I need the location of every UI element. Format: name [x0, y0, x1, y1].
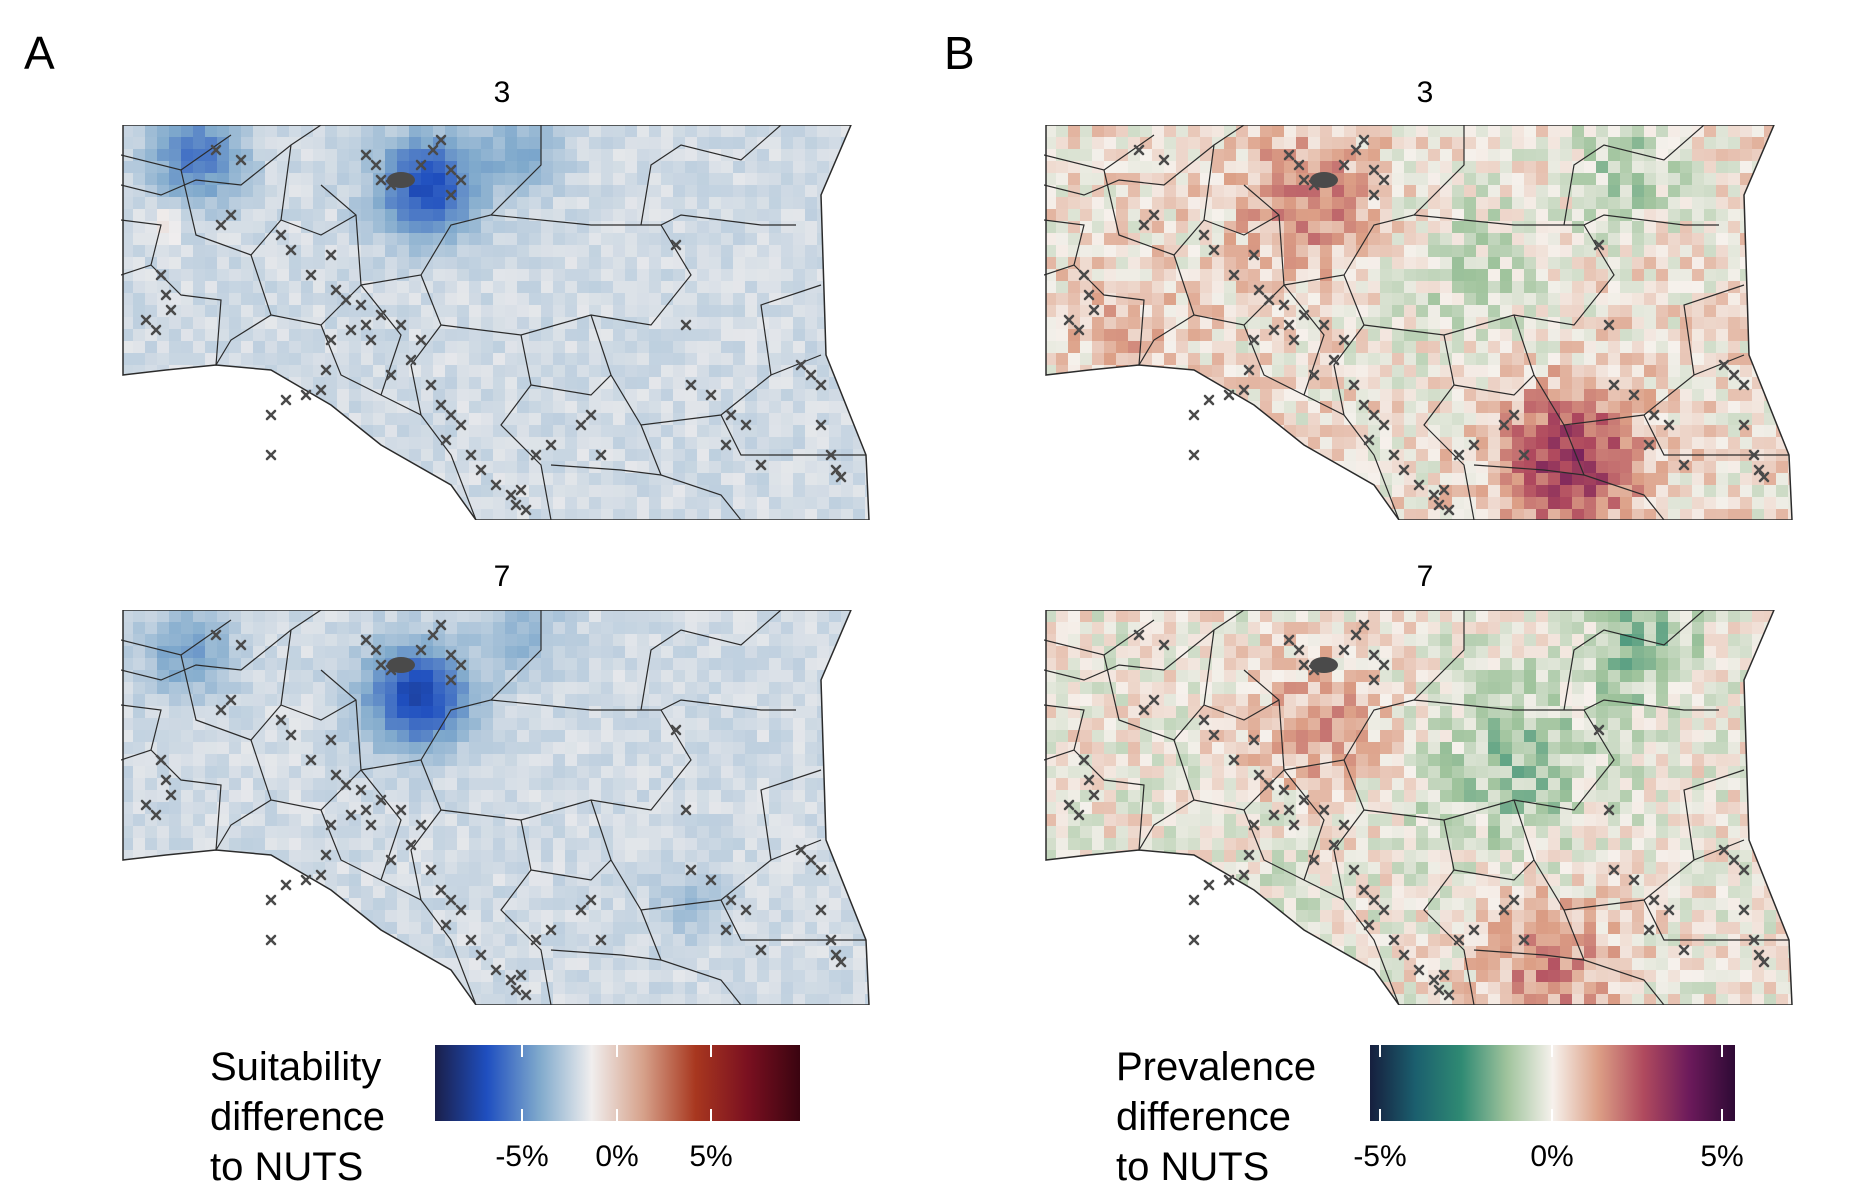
- legend-a-tick-neg: -5%: [495, 1140, 549, 1173]
- map-title-a-top: 3: [493, 76, 511, 109]
- legend-a-tick-zero: 0%: [595, 1140, 639, 1173]
- map-title-b-bottom: 7: [1416, 560, 1434, 593]
- map-title-a-bottom: 7: [493, 560, 511, 593]
- map-title-b-top: 3: [1416, 76, 1434, 109]
- panel-letter-b: B: [944, 27, 975, 79]
- prevalence-map-b-top: [1044, 125, 1793, 520]
- legend-a-colorbar: [435, 1045, 800, 1121]
- legend-a-tick-pos: 5%: [689, 1140, 733, 1173]
- prevalence-map-b-bottom: [1044, 610, 1793, 1005]
- legend-b-tick-neg: -5%: [1353, 1140, 1407, 1173]
- suitability-map-a-top: [121, 125, 870, 520]
- suitability-map-a-bottom: [121, 610, 870, 1005]
- legend-a-title: Suitability difference to NUTS: [210, 1045, 385, 1189]
- legend-b-title: Prevalence difference to NUTS: [1116, 1045, 1317, 1189]
- legend-b-tick-zero: 0%: [1530, 1140, 1574, 1173]
- panel-letter-a: A: [24, 27, 55, 79]
- legend-b-tick-pos: 5%: [1700, 1140, 1744, 1173]
- legend-b-colorbar: [1370, 1045, 1735, 1121]
